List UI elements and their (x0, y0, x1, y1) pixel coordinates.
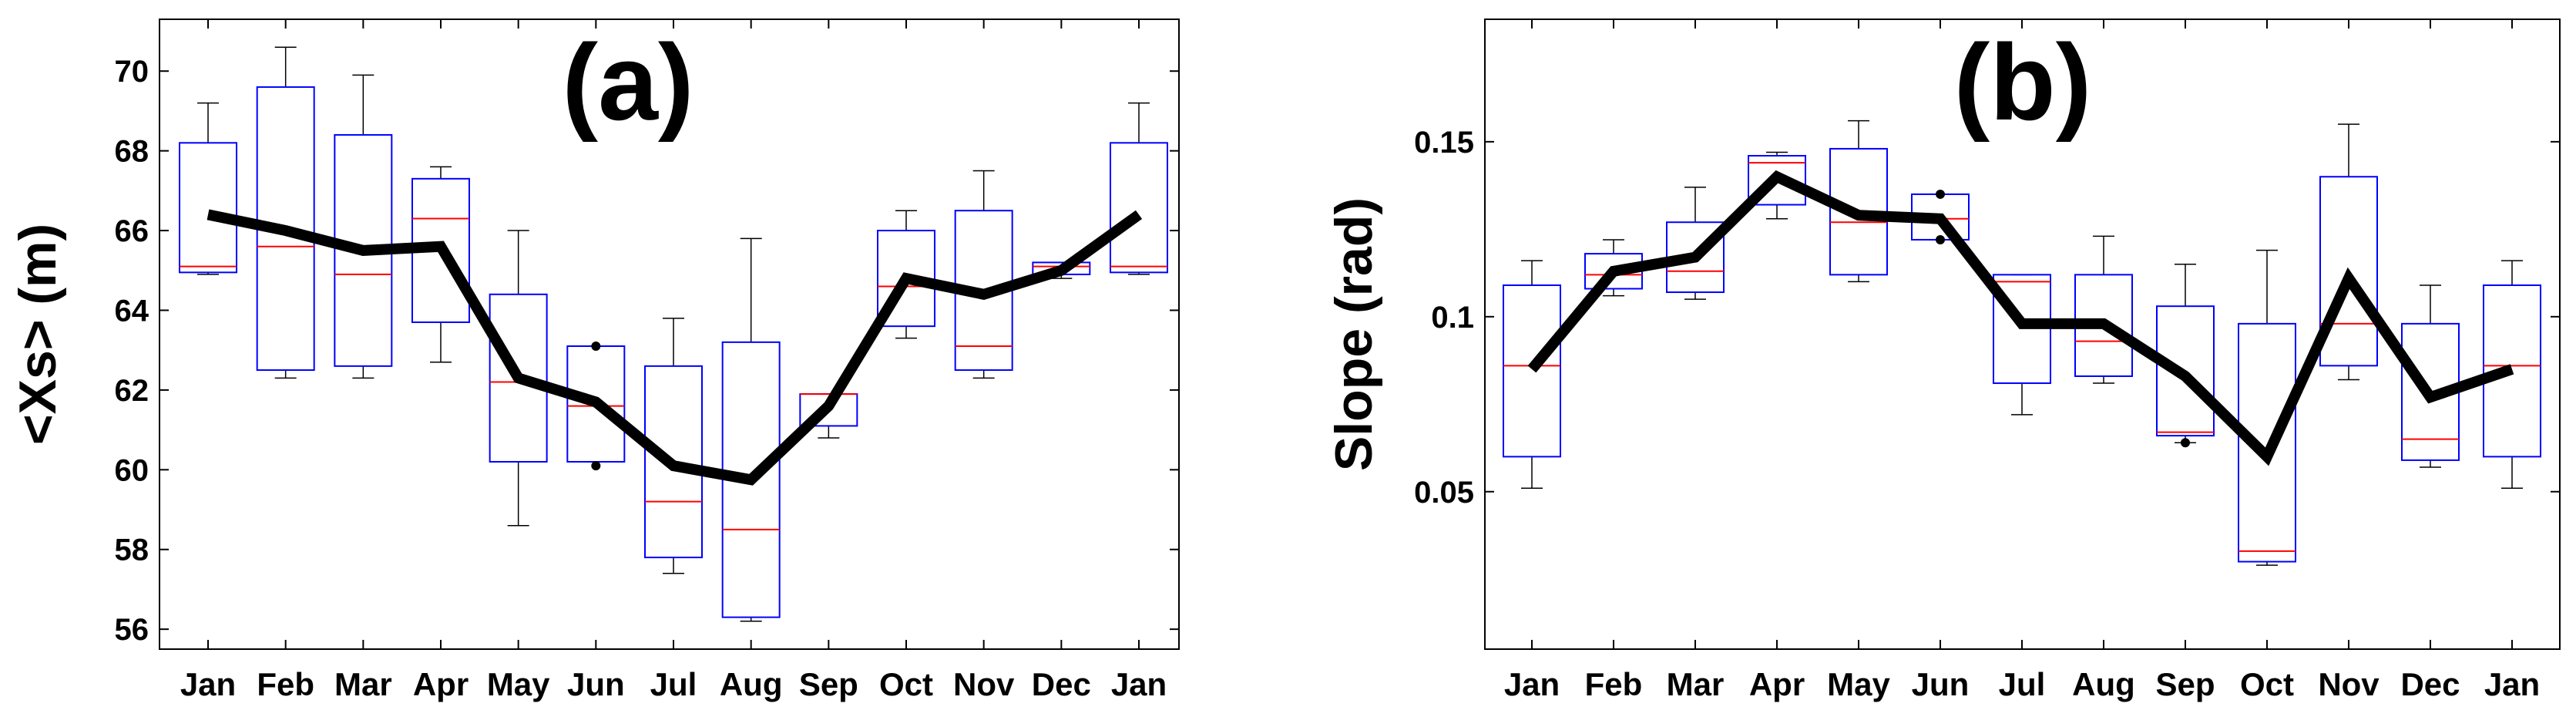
panel-label: (a) (562, 22, 694, 143)
y-tick-label: 0.15 (1414, 126, 1474, 160)
box-plot (644, 318, 703, 574)
box-plot (2074, 235, 2133, 384)
x-tick-label: Feb (257, 666, 314, 702)
x-tick-label: Oct (879, 666, 933, 702)
y-tick-label: 0.05 (1414, 476, 1474, 510)
box (1748, 155, 1806, 206)
x-tick-label: Jan (180, 666, 236, 702)
box-plot (799, 393, 858, 439)
outlier-point (2181, 438, 2190, 448)
x-tick-label: May (487, 666, 550, 702)
chart-panel-a: 56 58 60 62 64 66 68 70 Jan Feb Mar Apr May Jun Jul Aug… (8, 19, 1180, 702)
outlier-point (591, 461, 601, 471)
x-tick-label: Apr (1749, 666, 1805, 702)
y-tick-label: 60 (115, 453, 149, 487)
x-tick-label: Aug (720, 666, 783, 702)
y-axis-label: Slope (rad) (1325, 197, 1383, 471)
x-tick-label: Dec (1032, 666, 1091, 702)
box (2156, 305, 2215, 437)
box-plot (2156, 263, 2215, 448)
x-tick-label: May (1827, 666, 1890, 702)
box-plot (954, 170, 1013, 379)
box-plot (2483, 260, 2541, 489)
y-tick-label: 62 (115, 374, 149, 408)
x-tick-label: Jul (650, 666, 697, 702)
x-tick-label: Jan (1504, 666, 1560, 702)
y-axis-label: <Xs> (m) (8, 224, 67, 445)
x-tick-label: Jun (567, 666, 625, 702)
y-tick-label: 64 (115, 294, 149, 328)
box (877, 230, 935, 328)
x-tick-label: Sep (799, 666, 858, 702)
box (1503, 284, 1561, 458)
x-tick-label: Jan (1111, 666, 1167, 702)
x-tick-label: Jul (1999, 666, 2046, 702)
x-tick-label: Oct (2240, 666, 2294, 702)
mean-line (1527, 170, 2514, 466)
x-tick-label: Nov (953, 666, 1015, 702)
box (2238, 322, 2296, 563)
box-plot (1503, 260, 1561, 489)
x-tick-label: Jun (1912, 666, 1970, 702)
y-tick-label: 56 (115, 613, 149, 647)
box (1110, 142, 1168, 274)
y-tick-label: 70 (115, 55, 149, 89)
box-plot (1584, 239, 1643, 297)
outlier-point (1936, 234, 1945, 244)
x-tick-label: Jan (2484, 666, 2540, 702)
y-tick-label: 0.1 (1431, 301, 1474, 335)
box (2483, 284, 2541, 458)
mean-line (207, 209, 1143, 486)
box-plot (566, 342, 626, 471)
x-tick-label: Mar (334, 666, 392, 702)
box-plot (877, 210, 935, 339)
outlier-point (591, 342, 601, 352)
y-tick-label: 66 (115, 214, 149, 248)
box-plot (721, 237, 781, 622)
box-plot (179, 102, 237, 275)
x-tick-label: Aug (2072, 666, 2135, 702)
box (2319, 176, 2378, 367)
x-tick-label: Dec (2400, 666, 2460, 702)
x-tick-label: Sep (2155, 666, 2215, 702)
box-plot (411, 166, 470, 363)
y-tick-label: 58 (115, 533, 149, 567)
box (489, 293, 548, 463)
x-tick-label: Nov (2318, 666, 2380, 702)
box-plot (334, 74, 393, 379)
x-tick-label: Mar (1667, 666, 1725, 702)
chart-panel-b: 0.05 0.1 0.15 Jan Feb Mar Apr May Jun Jul Aug Sep Oc… (1325, 19, 2561, 702)
box-plot (256, 46, 315, 379)
axes-frame (159, 19, 1180, 650)
box-plot (1110, 102, 1168, 275)
box (644, 365, 703, 559)
x-tick-label: Feb (1585, 666, 1643, 702)
box-plot (2319, 123, 2378, 381)
box (179, 142, 237, 274)
y-tick-label: 68 (115, 135, 149, 169)
box-plot (1748, 151, 1806, 220)
x-tick-label: Apr (413, 666, 469, 702)
outlier-point (1936, 189, 1945, 199)
box-plot (2238, 249, 2296, 566)
panel-label: (b) (1954, 22, 2092, 143)
